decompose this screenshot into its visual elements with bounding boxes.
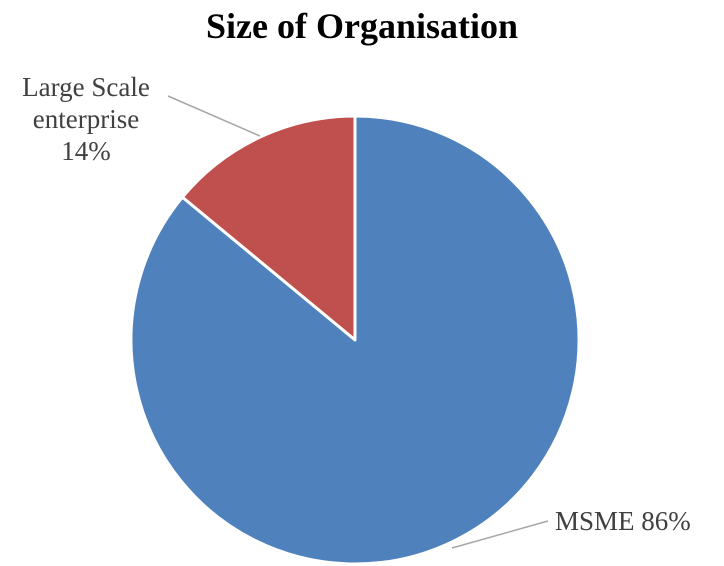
slice-labels: Large Scale enterprise 14% MSME 86%	[22, 72, 691, 536]
chart-title: Size of Organisation	[206, 6, 518, 46]
pie-slice-0	[180, 114, 357, 342]
slice-label-line: Large Scale	[22, 72, 150, 102]
pie-slice-1	[129, 114, 581, 566]
leader-lines	[167, 95, 549, 549]
slice-label-line: enterprise	[33, 104, 139, 134]
slice-label-line: MSME 86%	[555, 506, 691, 536]
pie-slices	[129, 114, 581, 566]
slice-label-line: 14%	[61, 136, 111, 166]
leader-line-0	[167, 95, 261, 137]
slice-label-1: MSME 86%	[555, 506, 691, 536]
slice-label-0: Large Scale enterprise 14%	[22, 72, 150, 166]
leader-line-1	[451, 520, 549, 549]
